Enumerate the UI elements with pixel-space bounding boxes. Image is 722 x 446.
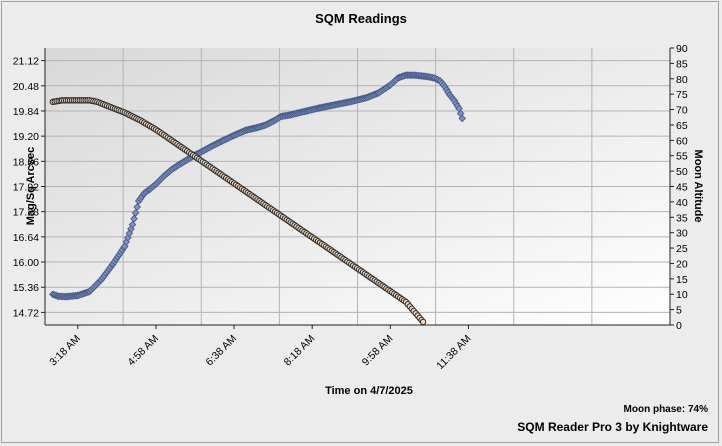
x-tick-label: 6:38 AM: [203, 333, 239, 369]
sqm-data-point: [131, 209, 140, 217]
y2-tick-label: 45: [676, 182, 688, 194]
sqm-data-point: [130, 214, 138, 223]
y2-tick-label: 70: [676, 105, 688, 117]
y2-tick-label: 50: [676, 166, 688, 178]
x-tick-label: 9:58 AM: [360, 333, 396, 369]
x-tick-label: 3:18 AM: [47, 333, 83, 369]
y-tick-label: 20.48: [13, 81, 39, 93]
x-axis-title: Time on 4/7/2025: [325, 385, 413, 397]
y-tick-label: 21.12: [13, 56, 39, 68]
sqm-data-point: [458, 114, 467, 123]
y2-tick-label: 75: [676, 89, 688, 101]
y2-tick-label: 90: [676, 43, 688, 55]
y2-tick-label: 35: [676, 212, 688, 224]
y2-tick-label: 25: [676, 243, 688, 255]
y-tick-label: 17.92: [13, 182, 39, 194]
y-tick-label: 16.64: [13, 232, 39, 244]
y2-tick-label: 85: [676, 58, 688, 70]
chart-title: SQM Readings: [315, 11, 407, 26]
y2-tick-label: 65: [676, 120, 688, 132]
x-tick-label: 4:58 AM: [125, 333, 161, 369]
y-tick-label: 18.56: [13, 156, 39, 168]
y2-tick-label: 30: [676, 228, 688, 240]
y2-tick-label: 60: [676, 135, 688, 147]
y2-tick-label: 40: [676, 197, 688, 209]
y-tick-label: 16.00: [13, 257, 39, 269]
y-tick-label: 19.20: [13, 131, 39, 143]
y-axis-title: Mag/Sq Arcsec: [25, 147, 37, 225]
y2-tick-label: 0: [676, 320, 682, 332]
sqm-data-point: [128, 220, 137, 229]
y2-tick-label: 80: [676, 74, 688, 86]
y-tick-label: 15.36: [13, 282, 39, 294]
y-tick-label: 14.72: [13, 307, 39, 319]
y-tick-label: 19.84: [13, 106, 39, 118]
y-tick-label: 17.28: [13, 207, 39, 219]
moon-altitude-series: [49, 97, 427, 326]
y2-tick-label: 20: [676, 258, 688, 270]
y2-tick-label: 55: [676, 151, 688, 163]
x-tick-label: 8:18 AM: [282, 333, 318, 369]
y2-tick-label: 15: [676, 274, 688, 286]
moon-altitude-point: [419, 318, 427, 326]
y2-tick-label: 10: [676, 289, 688, 301]
moon-phase-label: Moon phase: 74%: [623, 404, 708, 415]
sqm-data-point: [133, 203, 142, 211]
credit-label: SQM Reader Pro 3 by Knightware: [517, 420, 708, 434]
y2-axis-title: Moon Altitude: [692, 150, 704, 223]
y2-tick-label: 5: [676, 305, 682, 317]
x-tick-label: 11:38 AM: [434, 333, 473, 372]
axes: [41, 47, 674, 329]
